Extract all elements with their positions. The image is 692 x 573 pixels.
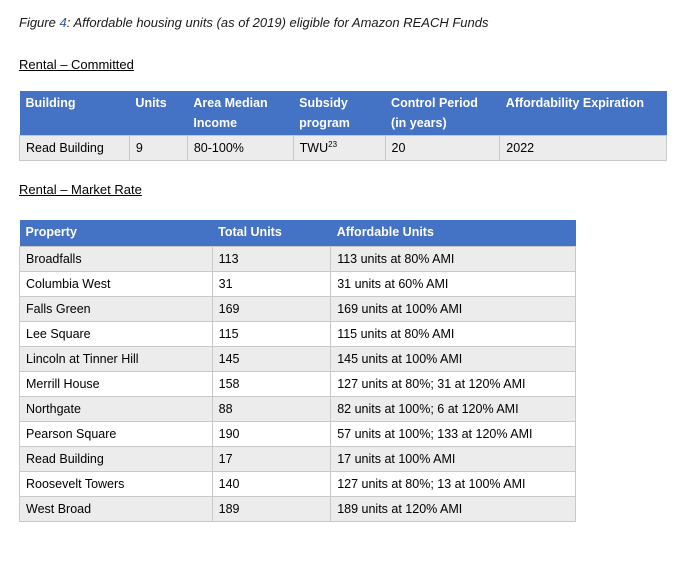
ami-cell: 80-100% <box>186 135 294 161</box>
table-row: Northgate 88 82 units at 100%; 6 at 120% A… <box>19 395 576 422</box>
affordable-units-cell: 31 units at 60% AMI <box>330 270 576 297</box>
total-units-cell: 140 <box>211 470 332 497</box>
affordable-units-cell: 57 units at 100%; 133 at 120% AMI <box>330 420 576 447</box>
property-cell: Merrill House <box>19 370 213 397</box>
committed-header-cell: Building <box>19 91 130 136</box>
property-cell: Read Building <box>19 445 213 472</box>
table-row: Columbia West 31 31 units at 60% AMI <box>19 270 576 297</box>
table-row: Lincoln at Tinner Hill 145 145 units at 10… <box>19 345 576 372</box>
committed-header-cell: Affordability Expiration <box>499 91 667 136</box>
committed-header-row: Building Units Area Median Income Subsid… <box>19 91 667 136</box>
subsidy-text: TWU <box>299 141 329 156</box>
table-row: Pearson Square 190 57 units at 100%; 133 a… <box>19 420 576 447</box>
control-period-cell: 20 <box>384 135 501 161</box>
table-row: Merrill House 158 127 units at 80%; 31 at … <box>19 370 576 397</box>
total-units-cell: 145 <box>211 345 332 372</box>
figure-caption: Figure 4: Affordable housing units (as o… <box>19 15 488 30</box>
total-units-cell: 189 <box>211 495 332 522</box>
committed-header-cell: Units <box>129 91 188 136</box>
affordable-units-cell: 145 units at 100% AMI <box>330 345 576 372</box>
total-units-cell: 113 <box>211 245 332 272</box>
units-cell: 9 <box>128 135 188 161</box>
total-units-cell: 31 <box>211 270 332 297</box>
committed-header-cell: Control Period (in years) <box>385 91 500 136</box>
affordable-units-cell: 115 units at 80% AMI <box>330 320 576 347</box>
market-header-cell: Affordable Units <box>330 220 576 246</box>
property-cell: Columbia West <box>19 270 213 297</box>
property-cell: Broadfalls <box>19 245 213 272</box>
committed-header-cell: Subsidy program <box>293 91 386 136</box>
table-row: Broadfalls 113 113 units at 80% AMI <box>19 245 576 272</box>
subsidy-cell: TWU23 <box>292 135 386 161</box>
market-header-row: Property Total Units Affordable Units <box>19 220 576 246</box>
caption-prefix: Figure <box>19 15 60 30</box>
total-units-cell: 17 <box>211 445 332 472</box>
building-cell: Read Building <box>19 135 130 161</box>
table-row: Roosevelt Towers 140 127 units at 80%; 13 … <box>19 470 576 497</box>
property-cell: Falls Green <box>19 295 213 322</box>
table-row: Lee Square 115 115 units at 80% AMI <box>19 320 576 347</box>
committed-header-cell: Area Median Income <box>187 91 294 136</box>
table-row: Read Building 9 80-100% TWU23 20 2022 <box>19 135 667 161</box>
total-units-cell: 158 <box>211 370 332 397</box>
table-row: Read Building 17 17 units at 100% AMI <box>19 445 576 472</box>
property-cell: Lee Square <box>19 320 213 347</box>
footnote-ref: 23 <box>328 140 338 150</box>
market-rate-table: Property Total Units Affordable Units Br… <box>19 220 576 522</box>
total-units-cell: 169 <box>211 295 332 322</box>
section-title-committed: Rental – Committed <box>19 57 134 72</box>
table-row: West Broad 189 189 units at 120% AMI <box>19 495 576 522</box>
property-cell: West Broad <box>19 495 213 522</box>
figure-number: 4 <box>59 15 67 30</box>
property-cell: Pearson Square <box>19 420 213 447</box>
total-units-cell: 190 <box>211 420 332 447</box>
affordable-units-cell: 189 units at 120% AMI <box>330 495 576 522</box>
property-cell: Northgate <box>19 395 213 422</box>
affordable-units-cell: 113 units at 80% AMI <box>330 245 576 272</box>
committed-table: Building Units Area Median Income Subsid… <box>19 91 667 161</box>
affordable-units-cell: 169 units at 100% AMI <box>330 295 576 322</box>
affordable-units-cell: 17 units at 100% AMI <box>330 445 576 472</box>
property-cell: Lincoln at Tinner Hill <box>19 345 213 372</box>
total-units-cell: 115 <box>211 320 332 347</box>
affordable-units-cell: 127 units at 80%; 13 at 100% AMI <box>330 470 576 497</box>
affordable-units-cell: 127 units at 80%; 31 at 120% AMI <box>330 370 576 397</box>
total-units-cell: 88 <box>211 395 332 422</box>
expiration-cell: 2022 <box>499 135 667 161</box>
table-row: Falls Green 169 169 units at 100% AMI <box>19 295 576 322</box>
property-cell: Roosevelt Towers <box>19 470 213 497</box>
market-header-cell: Total Units <box>212 220 331 246</box>
section-title-market: Rental – Market Rate <box>19 182 142 197</box>
market-header-cell: Property <box>19 220 213 246</box>
affordable-units-cell: 82 units at 100%; 6 at 120% AMI <box>330 395 576 422</box>
caption-text: : Affordable housing units (as of 2019) … <box>66 15 489 30</box>
